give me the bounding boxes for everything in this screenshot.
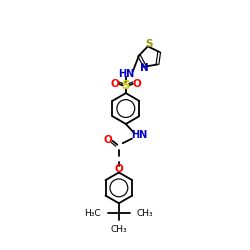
Text: O: O [111, 79, 120, 89]
Text: CH₃: CH₃ [110, 225, 127, 234]
Text: HN: HN [118, 69, 134, 79]
Text: N: N [140, 63, 148, 73]
Text: O: O [132, 79, 141, 89]
Text: CH₃: CH₃ [136, 209, 153, 218]
Text: O: O [114, 164, 123, 174]
Text: HN: HN [131, 130, 147, 140]
Text: S: S [122, 79, 130, 92]
Text: H₃C: H₃C [84, 209, 101, 218]
Text: O: O [104, 135, 112, 145]
Text: S: S [145, 39, 152, 49]
